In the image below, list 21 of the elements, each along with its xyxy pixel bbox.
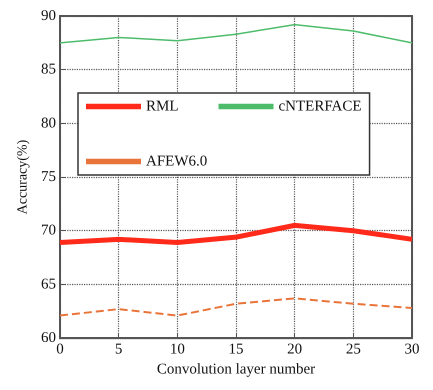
x-tick-label: 20 bbox=[287, 342, 302, 358]
x-axis-title: Convolution layer number bbox=[156, 362, 316, 378]
x-tick-label: 0 bbox=[56, 342, 64, 358]
y-tick-label: 75 bbox=[41, 169, 56, 186]
legend-label: cNTERFACE bbox=[278, 98, 362, 114]
x-tick-label: 10 bbox=[170, 342, 185, 358]
y-axis-title: Accuracy(%) bbox=[16, 139, 30, 214]
y-tick-label: 65 bbox=[41, 276, 56, 292]
legend-label: AFEW6.0 bbox=[146, 154, 208, 170]
y-tick-label: 60 bbox=[41, 330, 56, 346]
x-tick-label: 5 bbox=[114, 342, 122, 358]
y-tick-label: 90 bbox=[41, 8, 56, 24]
x-tick-label: 30 bbox=[404, 342, 420, 358]
y-tick-label: 80 bbox=[41, 115, 56, 132]
line-series bbox=[59, 24, 413, 44]
line-series bbox=[59, 297, 413, 317]
x-tick-label: 15 bbox=[228, 342, 244, 358]
y-tick-label: 70 bbox=[41, 222, 56, 239]
y-tick-label: 85 bbox=[41, 62, 56, 78]
x-tick-label: 25 bbox=[346, 342, 361, 358]
legend-label: RML bbox=[146, 98, 179, 114]
